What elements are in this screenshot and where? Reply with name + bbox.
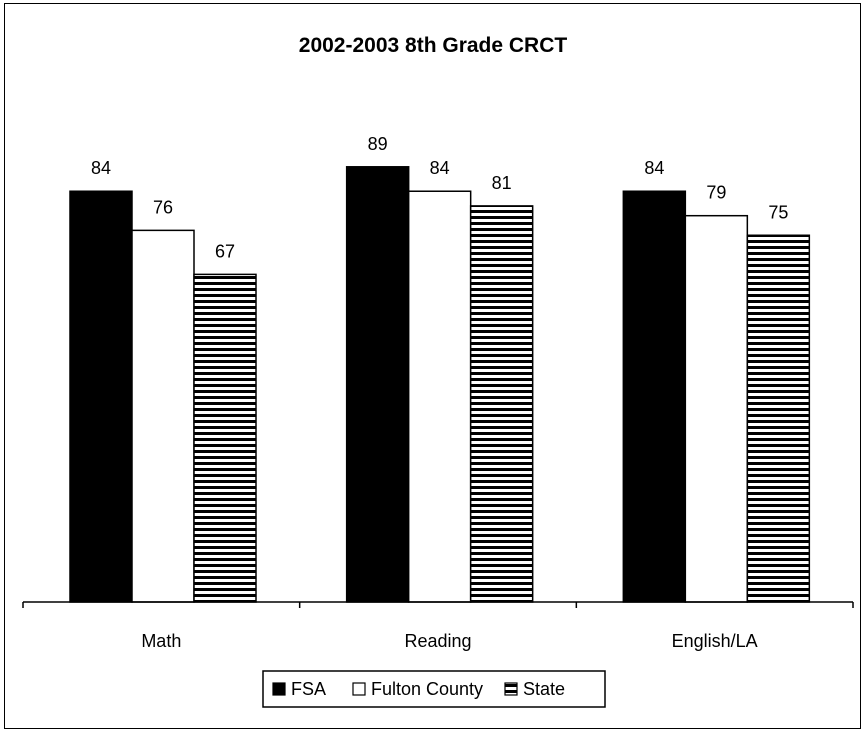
legend-label-state: State [523,679,565,699]
category-label: Reading [404,631,471,651]
legend: FSA Fulton County State [262,670,606,708]
value-label: 75 [768,202,788,222]
value-label: 84 [644,158,664,178]
legend-label-fulton-county: Fulton County [371,679,483,699]
bar-fulton-county-math [131,229,195,603]
category-label: English/LA [672,631,758,651]
bar-state-english-la [746,234,811,603]
value-label: 81 [492,173,512,193]
bars-group [69,166,811,603]
legend-label-fsa: FSA [291,679,326,699]
x-axis: Math Reading English/LA [22,601,854,651]
legend-swatch-fsa [272,682,286,696]
value-label: 67 [215,241,235,261]
bar-fsa-english-la [622,190,687,603]
bar-fulton-county-english-la [684,214,749,603]
bar-fsa-math [69,190,133,603]
value-label: 84 [91,158,111,178]
bar-fsa-reading [345,166,410,603]
bar-fulton-county-reading [407,190,472,603]
value-labels-group: 84 76 67 89 84 81 84 79 75 [91,134,788,262]
category-label: Math [141,631,181,651]
bar-state-reading [469,205,534,603]
value-label: 89 [368,134,388,154]
legend-swatch-state [504,682,518,696]
value-label: 76 [153,197,173,217]
chart-title: 2002-2003 8th Grade CRCT [299,34,568,57]
value-label: 84 [430,158,450,178]
legend-box [262,670,606,708]
bar-state-math [193,273,257,603]
value-label: 79 [706,183,726,203]
legend-swatch-fulton-county [352,682,366,696]
